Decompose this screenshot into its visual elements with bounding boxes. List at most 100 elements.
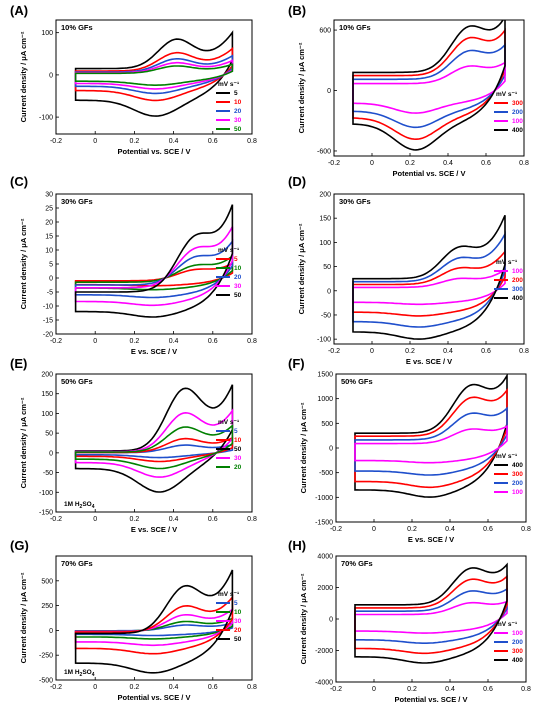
x-axis-label: E vs. SCE / V [131,347,177,356]
series-line-5 [74,30,234,117]
x-tick-label: 0.8 [247,516,257,523]
x-tick-label: 0.8 [247,138,257,145]
panel-annotation: 50% GFs [341,377,373,386]
series-line-400 [352,214,506,340]
y-tick-label: 0 [329,617,333,624]
plot-frame [55,19,253,135]
x-tick-label: -0.2 [330,686,342,693]
y-axis-label: Current density / μA cm⁻² [299,573,308,664]
legend-entry: 300 [512,286,523,293]
legend-entry: 100 [512,630,523,637]
y-tick-label: -100 [39,490,53,497]
y-tick-label: 500 [321,421,333,428]
x-tick-label: 0.4 [443,160,453,167]
y-tick-label: 600 [319,28,331,35]
panel-annotation: 50% GFs [61,377,93,386]
panel-g: -0.2 0 0.2 0.4 0.6 0.8 -500 -250 0 250 500 Potentia… [10,538,257,702]
x-tick-label: 0.4 [169,338,179,345]
legend-entry: 300 [512,100,523,107]
y-tick-label: -100 [39,115,53,122]
x-tick-label: 0.6 [483,526,493,533]
y-tick-label: 20 [45,220,53,227]
y-tick-label: 0 [327,288,331,295]
series-line-100 [352,61,506,114]
legend-entry: 30 [234,283,242,290]
y-tick-label: -600 [317,148,331,155]
x-tick-label: 0.6 [483,686,493,693]
x-tick-label: -0.2 [328,160,340,167]
x-tick-label: -0.2 [50,516,62,523]
legend-title: mV s⁻¹ [218,81,239,88]
legend-entry: 30 [234,117,242,124]
y-tick-label: 30 [45,192,53,199]
panel-annotation: 10% GFs [61,23,93,32]
series-line-30 [74,408,234,478]
x-tick-label: 0 [370,348,374,355]
legend-entry: 5 [234,600,238,607]
series-line-400 [354,562,508,664]
series-line-100 [354,425,508,464]
x-tick-label: 0.8 [521,526,531,533]
y-tick-label: -2000 [315,648,333,655]
series-line-20 [74,238,234,299]
x-tick-label: 0 [370,160,374,167]
legend-entry: 100 [512,489,523,496]
x-tick-label: 0.2 [405,160,415,167]
y-tick-label: -20 [43,332,53,339]
y-tick-label: 0 [49,276,53,283]
y-tick-label: 0 [49,628,53,635]
electrolyte-label: 1M H2SO4 [64,501,95,510]
y-tick-label: -500 [39,678,53,685]
y-tick-label: -50 [43,470,53,477]
plot-frame [333,193,525,345]
panel-annotation: 30% GFs [339,197,371,206]
x-tick-label: 0 [372,526,376,533]
legend-entry: 300 [512,471,523,478]
series-line-50 [74,204,234,318]
y-axis-label: Current density / μA cm⁻² [19,572,28,663]
x-axis-label: E vs. SCE / V [406,357,452,366]
legend-entry: 10 [234,99,242,106]
legend-entry: 10 [234,609,242,616]
y-tick-label: -500 [319,470,333,477]
legend-title: mV s⁻¹ [496,453,517,460]
legend-entry: 200 [512,480,523,487]
legend-entry: 10 [234,437,242,444]
y-tick-label: -5 [47,290,53,297]
y-tick-label: -1500 [315,520,333,527]
y-tick-label: 100 [319,240,331,247]
y-tick-label: 25 [45,206,53,213]
y-tick-label: 0 [327,88,331,95]
x-tick-label: 0.8 [247,684,257,691]
y-axis-label: Current density / μA cm⁻² [297,42,306,133]
series-line-100 [354,600,508,634]
y-tick-label: -50 [321,312,331,319]
x-axis-label: E vs. SCE / V [408,535,454,544]
legend-entry: 400 [512,657,523,664]
y-tick-label: 100 [41,30,53,37]
x-tick-label: 0.6 [481,160,491,167]
x-axis-label: Potential vs. SCE / V [118,693,191,702]
x-tick-label: -0.2 [50,338,62,345]
series-line-400 [352,20,506,151]
series-line-200 [354,587,508,644]
y-tick-label: 10 [45,248,53,255]
x-axis-label: Potential vs. SCE / V [395,695,468,704]
panel-c: -0.2 0 0.2 0.4 0.6 0.8 -20 -15 -10 -5 0 5 10 15 20 25 30… [10,174,257,356]
legend-entry: 20 [234,464,242,471]
panel-d: -0.2 0 0.2 0.4 0.6 0.8 -100 -50 0 50 100 150 200 E vs… [288,174,529,366]
y-tick-label: 15 [45,234,53,241]
y-tick-label: 0 [49,72,53,79]
x-axis-label: Potential vs. SCE / V [393,169,466,178]
panel-h: -0.2 0 0.2 0.4 0.6 0.8 -4000 -2000 0 2000 4000 Pote… [288,538,531,704]
panel-annotation: 70% GFs [341,559,373,568]
y-tick-label: -15 [43,318,53,325]
y-tick-label: 150 [319,216,331,223]
x-tick-label: 0.4 [169,516,179,523]
legend-entry: 50 [234,126,242,133]
y-tick-label: -150 [39,510,53,517]
legend-entry: 400 [512,295,523,302]
x-tick-label: -0.2 [328,348,340,355]
x-tick-label: 0.2 [130,338,140,345]
